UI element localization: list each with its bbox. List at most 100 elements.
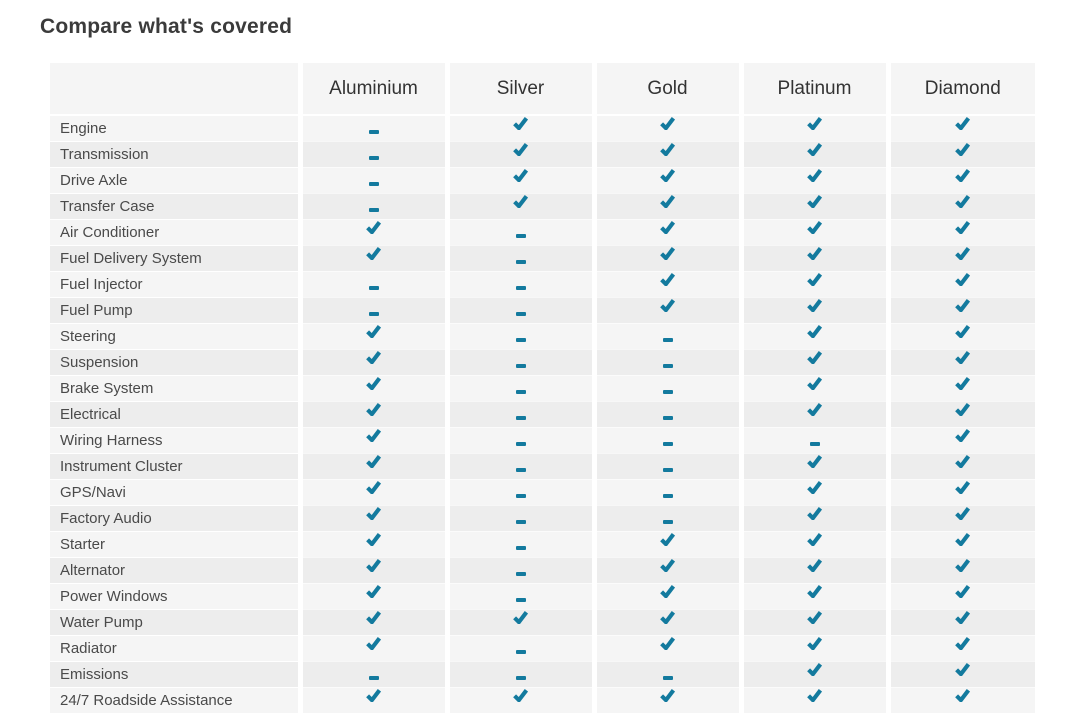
check-icon — [660, 637, 675, 650]
not-covered-cell — [297, 192, 447, 219]
dash-icon — [515, 494, 526, 498]
table-row: Factory Audio — [50, 504, 1035, 531]
feature-label: Suspension — [50, 348, 300, 375]
not-covered-cell — [591, 660, 741, 687]
check-icon — [955, 195, 971, 208]
dash-icon — [368, 208, 379, 212]
table-row: 24/7 Roadside Assistance — [50, 686, 1035, 713]
covered-cell — [297, 452, 447, 479]
check-icon — [366, 481, 381, 494]
not-covered-cell — [444, 452, 594, 479]
table-row: Engine — [50, 114, 1035, 141]
check-icon — [955, 351, 971, 364]
covered-cell — [297, 530, 447, 557]
covered-cell — [885, 660, 1035, 687]
plan-header-platinum: Platinum — [738, 63, 888, 116]
covered-cell — [591, 556, 741, 583]
covered-cell — [591, 530, 741, 557]
not-covered-cell — [297, 140, 447, 167]
feature-label: Fuel Pump — [50, 296, 300, 323]
covered-cell — [297, 634, 447, 661]
check-icon — [807, 585, 822, 598]
covered-cell — [591, 166, 741, 193]
covered-cell — [297, 582, 447, 609]
check-icon — [513, 143, 528, 156]
covered-cell — [885, 400, 1035, 427]
table-row: Water Pump — [50, 608, 1035, 635]
check-icon — [366, 403, 381, 416]
check-icon — [660, 273, 675, 286]
covered-cell — [591, 218, 741, 245]
covered-cell — [297, 608, 447, 635]
not-covered-cell — [444, 400, 594, 427]
feature-label: Emissions — [50, 660, 300, 687]
dash-icon — [662, 442, 673, 446]
covered-cell — [738, 140, 888, 167]
covered-cell — [591, 582, 741, 609]
table-row: Alternator — [50, 556, 1035, 583]
not-covered-cell — [444, 348, 594, 375]
feature-label: 24/7 Roadside Assistance — [50, 686, 300, 713]
check-icon — [955, 325, 971, 338]
covered-cell — [885, 582, 1035, 609]
covered-cell — [738, 504, 888, 531]
not-covered-cell — [591, 504, 741, 531]
dash-icon — [662, 494, 673, 498]
table-row: Electrical — [50, 400, 1035, 427]
check-icon — [660, 195, 675, 208]
check-icon — [366, 221, 381, 234]
dash-icon — [368, 130, 379, 135]
table-row: Emissions — [50, 660, 1035, 687]
covered-cell — [738, 218, 888, 245]
covered-cell — [297, 426, 447, 453]
covered-cell — [738, 114, 888, 141]
not-covered-cell — [444, 218, 594, 245]
covered-cell — [885, 348, 1035, 375]
check-icon — [366, 507, 381, 520]
covered-cell — [885, 270, 1035, 297]
check-icon — [955, 377, 971, 390]
header-row: Aluminium Silver Gold Platinum Diamond — [50, 63, 1035, 116]
dash-icon — [809, 442, 820, 446]
check-icon — [955, 143, 971, 156]
not-covered-cell — [444, 374, 594, 401]
not-covered-cell — [738, 426, 888, 453]
covered-cell — [297, 556, 447, 583]
dash-icon — [515, 676, 526, 680]
feature-label: Alternator — [50, 556, 300, 583]
not-covered-cell — [444, 244, 594, 271]
covered-cell — [591, 114, 741, 141]
table-row: Fuel Pump — [50, 296, 1035, 323]
dash-icon — [662, 416, 673, 420]
covered-cell — [885, 452, 1035, 479]
check-icon — [807, 507, 822, 520]
feature-label: Transmission — [50, 140, 300, 167]
covered-cell — [591, 634, 741, 661]
check-icon — [513, 689, 528, 703]
feature-label: Drive Axle — [50, 166, 300, 193]
check-icon — [955, 663, 971, 676]
covered-cell — [591, 686, 741, 713]
check-icon — [807, 403, 822, 416]
check-icon — [513, 195, 528, 208]
table-row: Air Conditioner — [50, 218, 1035, 245]
not-covered-cell — [444, 634, 594, 661]
table-row: Fuel Delivery System — [50, 244, 1035, 271]
table-row: Radiator — [50, 634, 1035, 661]
covered-cell — [738, 244, 888, 271]
feature-label: Electrical — [50, 400, 300, 427]
covered-cell — [297, 374, 447, 401]
feature-label: GPS/Navi — [50, 478, 300, 505]
covered-cell — [444, 686, 594, 713]
not-covered-cell — [444, 660, 594, 687]
check-icon — [807, 117, 822, 131]
not-covered-cell — [591, 478, 741, 505]
covered-cell — [738, 686, 888, 713]
covered-cell — [297, 244, 447, 271]
covered-cell — [885, 140, 1035, 167]
plan-header-aluminium: Aluminium — [297, 63, 447, 116]
table-row: Instrument Cluster — [50, 452, 1035, 479]
dash-icon — [662, 364, 673, 368]
dash-icon — [515, 442, 526, 446]
